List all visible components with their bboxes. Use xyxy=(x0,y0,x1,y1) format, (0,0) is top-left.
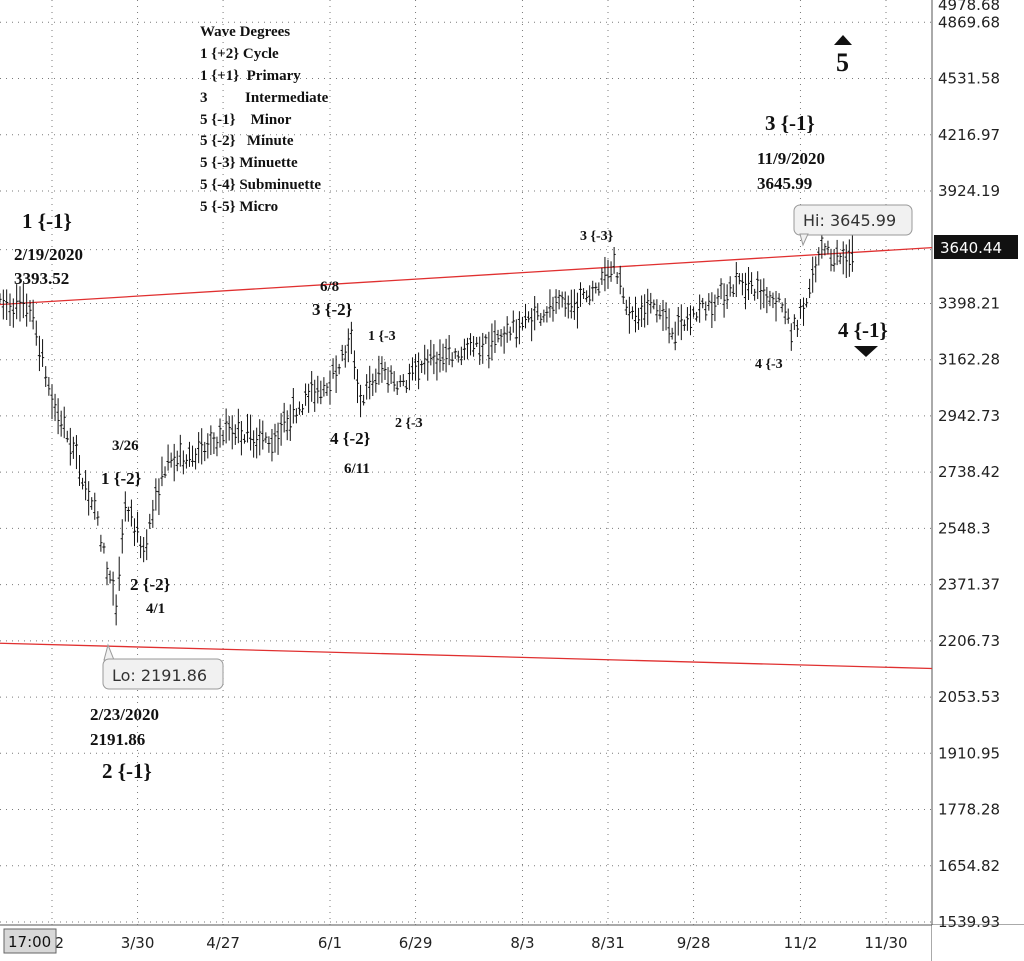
x-tick-label: 6/1 xyxy=(318,934,342,952)
wave-2-label: 2 {-1} xyxy=(102,759,152,783)
wave-2-date: 2/23/2020 xyxy=(90,705,159,724)
wave-1-date: 2/19/2020 xyxy=(14,245,83,264)
wave-3-date: 11/9/2020 xyxy=(757,149,825,168)
current-price-value: 3640.44 xyxy=(940,239,1002,257)
minuette-1-label: 1 {-3 xyxy=(368,329,396,344)
y-tick-label: 3162.28 xyxy=(938,351,1000,369)
trendline xyxy=(0,642,933,670)
corner xyxy=(932,925,1024,961)
y-tick-label: 3924.19 xyxy=(938,182,1000,200)
x-tick-label: 6/29 xyxy=(399,934,433,952)
time-box xyxy=(3,928,57,954)
minuette-4-label: 4 {-3 xyxy=(755,357,783,372)
legend-line: 1 {+2} Cycle xyxy=(200,46,279,62)
arrow-down-icon xyxy=(854,346,878,357)
wave-3-label: 3 {-1} xyxy=(765,111,815,135)
y-tick-label: 4869.68 xyxy=(938,13,1000,31)
minuette-3-label: 3 {-3} xyxy=(580,229,614,244)
y-tick-label: 4216.97 xyxy=(938,126,1000,144)
minor-4-date: 6/11 xyxy=(344,461,370,477)
legend-line: 5 {-5} Micro xyxy=(200,199,278,215)
trendline xyxy=(0,246,933,306)
y-tick-label: 3398.21 xyxy=(938,294,1000,312)
y-tick-label: 1910.95 xyxy=(938,744,1000,762)
wave-legend: Wave Degrees 1 {+2} Cycle 1 {+1} Primary… xyxy=(200,24,329,215)
y-tick-label: 1778.28 xyxy=(938,801,1000,819)
lo-callout: Lo: 2191.86 xyxy=(102,643,224,690)
target-wave-5: 5 xyxy=(836,48,849,77)
legend-line: 3 Intermediate xyxy=(200,90,329,106)
x-tick-label: 3/30 xyxy=(121,934,155,952)
wave-3-value: 3645.99 xyxy=(757,174,812,193)
x-tick-label: 11/2 xyxy=(784,934,818,952)
minor-4-label: 4 {-2} xyxy=(330,429,371,448)
hi-callout: Hi: 3645.99 xyxy=(793,204,913,247)
wave-2-value: 2191.86 xyxy=(90,730,145,749)
legend-title: Wave Degrees xyxy=(200,24,290,40)
wave-1-label: 1 {-1} xyxy=(22,209,72,233)
x-tick-label: 4/27 xyxy=(206,934,240,952)
legend-line: 1 {+1} Primary xyxy=(200,68,301,84)
legend-line: 5 {-2} Minute xyxy=(200,133,294,149)
minor-3-label: 3 {-2} xyxy=(312,300,353,319)
time-label: 17:00 xyxy=(8,933,51,951)
minor-2-date: 4/1 xyxy=(146,601,165,617)
legend-line: 5 {-1} Minor xyxy=(200,112,292,128)
hi-value: Hi: 3645.99 xyxy=(803,211,896,230)
legend-line: 5 {-3} Minuette xyxy=(200,155,298,171)
x-tick-label: 11/30 xyxy=(864,934,907,952)
y-tick-label: 2548.3 xyxy=(938,519,991,537)
lo-value: Lo: 2191.86 xyxy=(112,666,207,685)
minor-1-label: 1 {-2} xyxy=(101,469,142,488)
minuette-2-label: 2 {-3 xyxy=(395,416,423,431)
y-tick-label: 2053.53 xyxy=(938,688,1000,706)
y-tick-label: 4978.68 xyxy=(938,0,1000,14)
minor-1-date: 3/26 xyxy=(112,438,139,454)
y-tick-label: 1654.82 xyxy=(938,857,1000,875)
y-tick-label: 2942.73 xyxy=(938,407,1000,425)
wave-1-value: 3393.52 xyxy=(14,269,69,288)
x-tick-label: 8/31 xyxy=(591,934,625,952)
x-tick-label: 8/3 xyxy=(510,934,534,952)
arrow-up-icon xyxy=(834,35,852,45)
y-tick-label: 2206.73 xyxy=(938,632,1000,650)
wave-4-label: 4 {-1} xyxy=(838,318,888,342)
y-tick-label: 1539.93 xyxy=(938,913,1000,931)
minor-3-date: 6/8 xyxy=(320,279,339,295)
minor-2-label: 2 {-2} xyxy=(130,575,171,594)
y-tick-label: 4531.58 xyxy=(938,70,1000,88)
y-tick-label: 2738.42 xyxy=(938,463,1000,481)
y-tick-label: 2371.37 xyxy=(938,576,1000,594)
x-tick-label: 9/28 xyxy=(677,934,711,952)
current-price-tag xyxy=(934,235,1018,259)
legend-line: 5 {-4} Subminuette xyxy=(200,177,321,193)
plot-area xyxy=(0,0,932,925)
